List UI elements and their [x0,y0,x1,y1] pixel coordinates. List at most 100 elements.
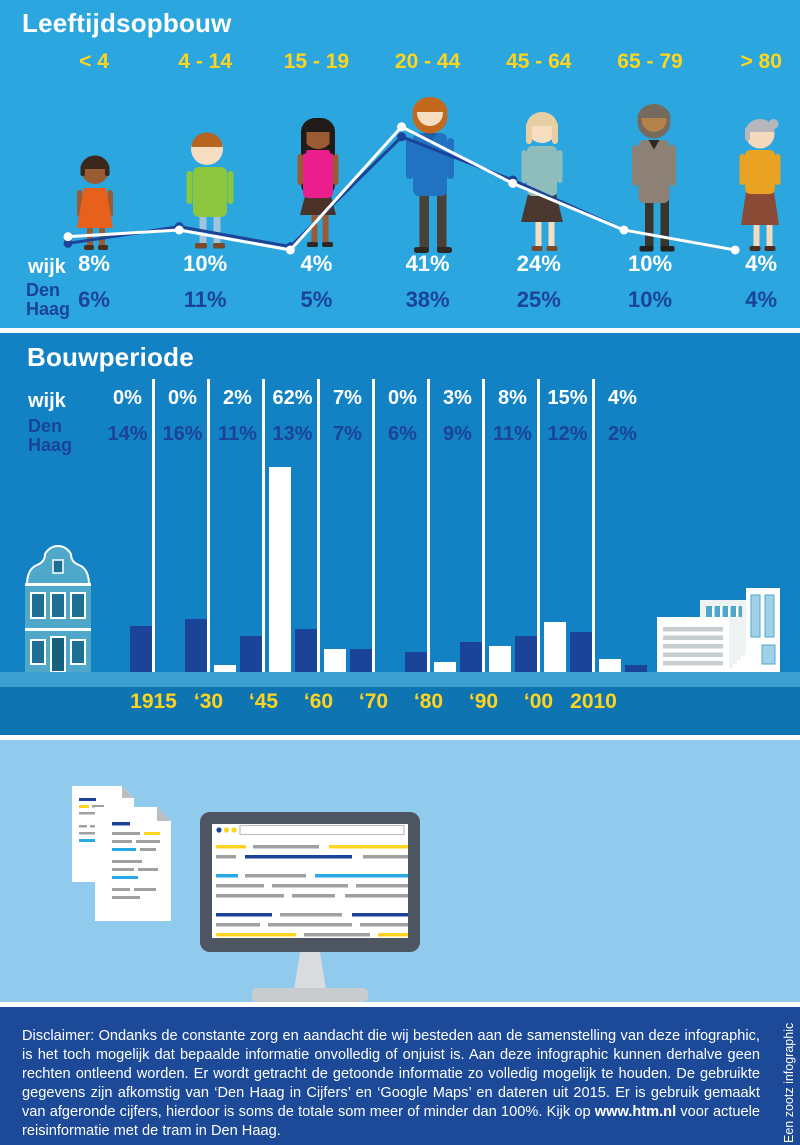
age-wijk-values-row: 8% 10% 4% 41% 24% 10% 4% [0,251,800,279]
age-category-2: 15 - 19 [283,50,350,73]
age-denhaag-value-3: 38% [405,287,450,312]
bar-wijk-9 [598,659,621,672]
bouw-denhaag-value-2: 11% [218,423,257,445]
bar-denhaag-0 [129,626,152,672]
person-age-20-44-illustration [406,97,454,253]
year-axis-band [0,687,800,735]
decade-line-2 [262,379,265,687]
year-label-6: ‘90 [468,690,499,713]
data-point-wijk [397,122,407,132]
age-category-labels: < 4 4 - 14 15 - 19 20 - 44 45 - 64 65 - 79 > 8… [0,50,800,76]
bouw-wijk-row-label: wijk [28,390,66,412]
decade-line-1 [207,379,210,687]
data-point-wijk [508,178,518,188]
age-denhaag-value-4: 25% [516,287,561,312]
age-category-0: < 4 [79,50,109,73]
monitor-illustration [200,812,420,1002]
age-wijk-value-0: 8% [78,251,110,276]
bouw-wijk-value-1: 0% [168,387,197,409]
age-line-chart [63,122,740,255]
bar-wijk-6 [433,662,456,672]
age-denhaag-value-0: 6% [78,287,110,312]
decade-line-6 [482,379,485,687]
data-point-wijk [285,245,295,255]
bouw-denhaag-value-3: 13% [272,423,313,445]
screen-content-lines [216,845,408,937]
bar-denhaag-3 [294,629,317,672]
disclaimer-text: Disclaimer: Ondanks de constante zorg en… [22,1028,760,1139]
data-point-wijk [730,245,740,255]
bar-wijk-8 [543,622,566,672]
bouw-denhaag-value-8: 12% [547,423,588,445]
age-wijk-row-label: wijk [28,256,66,278]
bouw-wijk-value-5: 0% [388,387,417,409]
age-section-title: Leeftijdsopbouw [22,8,232,38]
bouw-wijk-value-9: 4% [608,387,637,409]
year-label-8: 2010 [570,690,617,713]
year-label-4: ‘70 [358,690,389,713]
bouw-wijk-value-6: 3% [443,387,472,409]
person-age-under-4-illustration [77,155,113,250]
decade-line-0 [152,379,155,687]
year-label-1: ‘30 [193,690,224,713]
credit-text: Een zootz infographic [782,1022,796,1143]
data-point-Den Haag [397,132,407,142]
old-building-illustration [25,544,91,673]
age-wijk-value-3: 41% [405,251,450,276]
bouw-denhaag-value-7: 11% [493,423,532,445]
age-wijk-value-2: 4% [300,251,333,276]
bouw-denhaag-value-6: 9% [443,423,472,445]
bouw-wijk-value-8: 15% [547,387,588,409]
age-structure-section: Leeftijdsopbouw < 4 4 - 14 15 - 19 20 - 44 4… [0,0,800,328]
browser-dot-icon [223,827,230,833]
year-label-2: ‘45 [248,690,279,713]
bouw-wijk-value-2: 2% [223,387,252,409]
bouw-denhaag-value-9: 2% [608,423,637,445]
bar-denhaag-5 [404,652,427,672]
age-denhaag-value-6: 4% [745,287,778,312]
data-point-wijk [63,232,73,242]
decade-line-7 [537,379,540,687]
age-denhaag-value-5: 10% [627,287,673,312]
year-label-7: ‘00 [523,690,554,713]
people-illustrations [63,97,781,255]
decade-line-5 [427,379,430,687]
age-category-3: 20 - 44 [394,50,461,73]
section-divider [0,328,800,333]
bouw-wijk-values-row: 0% 0% 2% 62% 7% 0% 3% 8% 15% 4% [0,387,800,413]
person-age-65-79-illustration [632,104,676,252]
bar-denhaag-2 [239,636,262,672]
age-category-5: 65 - 79 [617,50,683,73]
data-point-Den Haag [63,238,73,248]
bouw-wijk-value-4: 7% [333,387,362,409]
age-wijk-value-5: 10% [627,251,673,276]
age-denhaag-value-1: 11% [183,287,227,312]
decade-line-3 [317,379,320,687]
bar-denhaag-6 [459,642,482,672]
bouw-wijk-value-7: 8% [498,387,527,409]
browser-address-bar [239,824,405,836]
bouw-denhaag-value-0: 14% [107,423,148,445]
bar-wijk-4 [323,649,346,672]
magnifier-documents-illustration [72,786,171,921]
bar-denhaag-9 [624,665,647,672]
age-denhaag-values-row: 6% 11% 5% 38% 25% 10% 4% [0,287,800,315]
bar-denhaag-8 [569,632,592,672]
ground-band [0,672,800,687]
year-label-3: ‘60 [303,690,334,713]
htm-link-text: www.htm.nl [594,1103,677,1120]
bouw-wijk-value-3: 62% [272,387,313,409]
bar-denhaag-4 [349,649,372,672]
bouw-denhaag-value-1: 16% [162,423,203,445]
bouw-denhaag-value-5: 6% [388,423,417,445]
data-point-wijk [174,225,184,235]
bouw-denhaag-row-label: Den Haag [28,416,73,456]
section-divider [0,735,800,740]
decade-line-4 [372,379,375,687]
age-wijk-value-1: 10% [183,251,228,276]
bouw-section-title: Bouwperiode [27,342,194,372]
year-label-0: 1915 [130,690,177,713]
disclaimer-section: Disclaimer: Ondanks de constante zorg en… [0,1007,800,1145]
age-denhaag-row-label: Den Haag [26,280,71,320]
